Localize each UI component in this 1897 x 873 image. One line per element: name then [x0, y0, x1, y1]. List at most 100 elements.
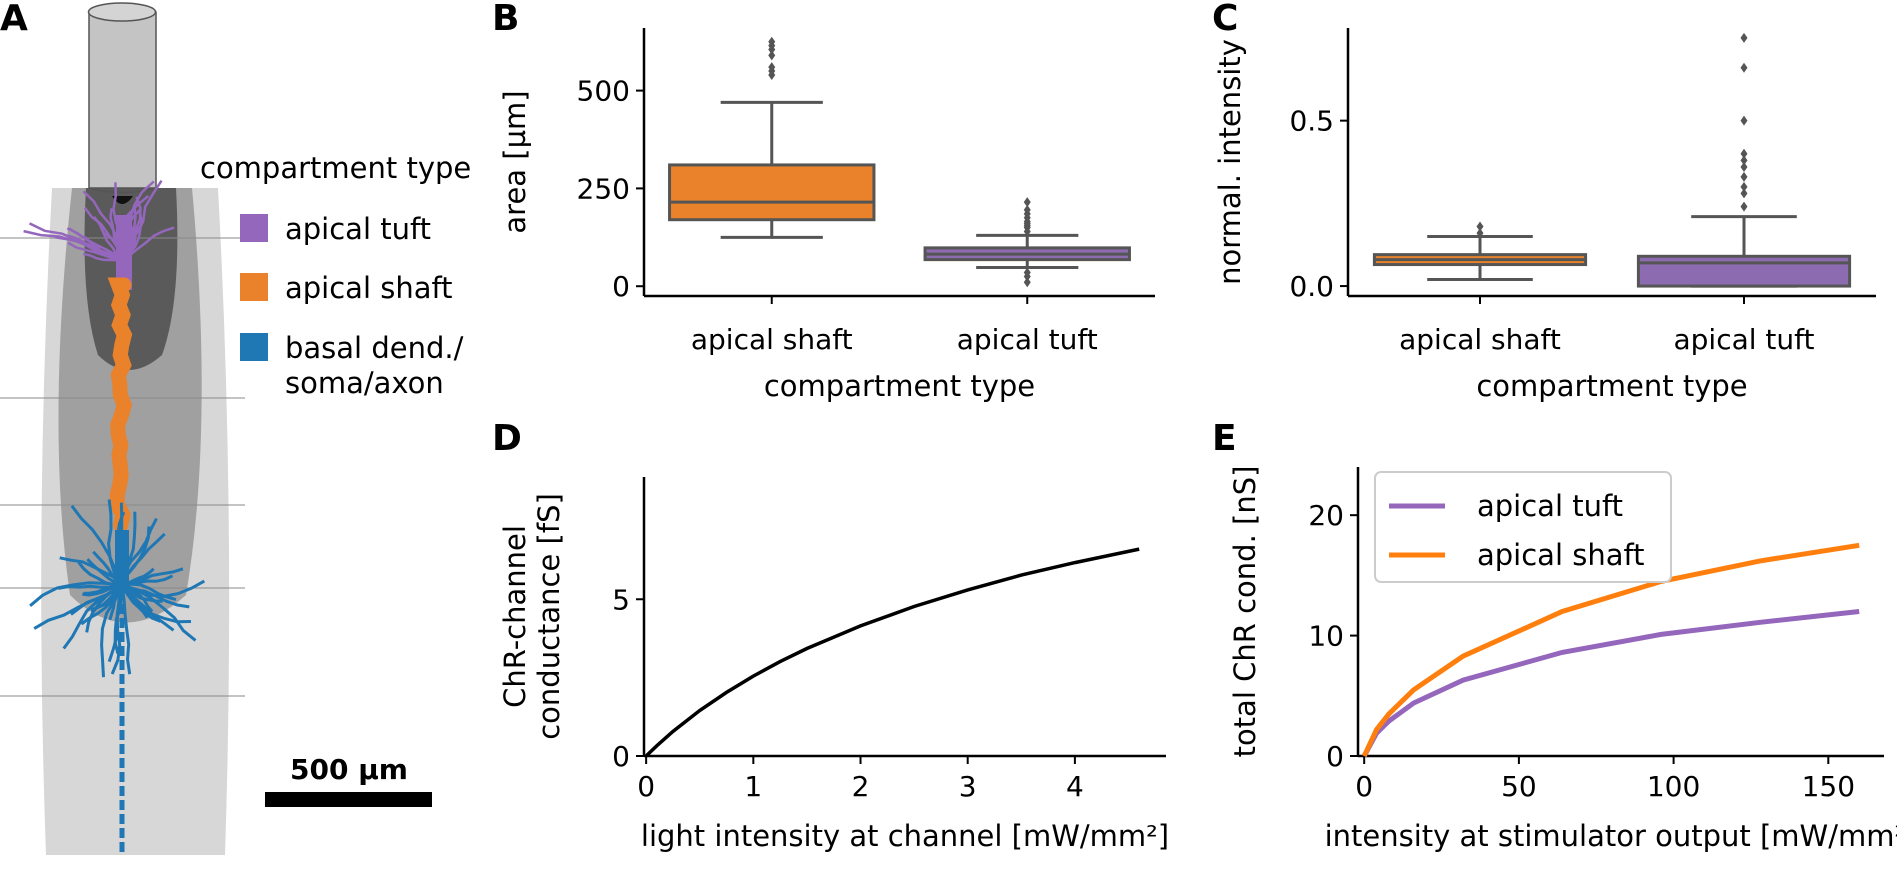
legend-label: apical tuft [1477, 489, 1623, 523]
legend-label: apical shaft [1477, 538, 1645, 572]
panel-letter-d: D [492, 418, 522, 459]
y-tick-label: 10 [1308, 620, 1344, 653]
legend-title: compartment type [200, 151, 471, 185]
box-apical-tuft [923, 197, 1131, 288]
x-tick-label: 1 [744, 770, 762, 803]
flier-point [1740, 155, 1748, 166]
y-axis-label: ChR-channelconductance [fS] [498, 493, 566, 740]
basal-dendrite [121, 567, 184, 587]
legend-label: apical shaft [285, 271, 453, 305]
flier-point [1023, 197, 1031, 208]
series-line-apical-shaft [1361, 542, 1860, 758]
x-axis-label: intensity at stimulator output [mW/mm²] [1325, 819, 1897, 853]
x-tick-label: 3 [959, 770, 977, 803]
basal-dendrite [100, 584, 124, 678]
tuft-branch [67, 234, 125, 264]
legend-swatch [240, 273, 268, 301]
panel-letter-e: E [1212, 418, 1237, 459]
flier-point [768, 36, 776, 47]
panel-e: E 0 10 20 0 50 100 150 intensity at stimulator … [1212, 418, 1897, 853]
x-axis-label: light intensity at channel [mW/mm²] [641, 819, 1169, 853]
flier-point [1740, 181, 1748, 192]
panel-letter-c: C [1212, 0, 1238, 39]
legend-box [1374, 471, 1672, 583]
basal-dendrite [107, 499, 124, 586]
flier-point [1740, 171, 1748, 182]
flier-point [1740, 201, 1748, 212]
optic-fiber [87, 2, 157, 204]
flier-point [1023, 267, 1031, 278]
flier-point [1740, 161, 1748, 172]
box-iqr [668, 163, 876, 222]
basal-dendrite [120, 584, 149, 619]
box-apical-shaft [668, 36, 876, 239]
tuft-branch [54, 236, 125, 264]
x-tick-label: apical tuft [1673, 323, 1814, 356]
basal-dendrite [121, 582, 177, 602]
y-tick-label: 0 [1326, 740, 1344, 773]
neuron-morphology [23, 180, 206, 855]
y-tick-label: 0.5 [1289, 105, 1334, 138]
x-tick-label: 2 [852, 770, 870, 803]
flier-point [1740, 32, 1748, 43]
scale-bar-label: 500 µm [290, 753, 408, 786]
chart-legend: apical tuft apical shaft [1374, 471, 1672, 583]
box-apical-shaft [1372, 221, 1588, 281]
flier-point [1740, 115, 1748, 126]
box-iqr [1636, 254, 1852, 288]
series-line [644, 547, 1140, 758]
x-tick-label: 0 [1355, 770, 1373, 803]
panel-c: C 0.0 0.5 apical shaft apical tuft compartme… [1212, 0, 1876, 403]
flier-point [1740, 62, 1748, 73]
y-axis-label: normal. intensity [1213, 39, 1247, 285]
legend-swatch [240, 214, 268, 242]
x-tick-label: apical tuft [957, 323, 1098, 356]
box-apical-tuft [1636, 32, 1852, 288]
y-tick-label: 5 [612, 583, 630, 616]
x-tick-label: 150 [1802, 770, 1855, 803]
y-axis-label: total ChR cond. [nS] [1228, 466, 1262, 758]
panel-b: B 0 250 500 apical shaft apical tuft compartm… [492, 0, 1155, 403]
y-tick-label: 0.0 [1289, 270, 1334, 303]
flier-point [768, 62, 776, 73]
scale-bar [265, 792, 432, 807]
legend-label: apical tuft [285, 212, 431, 246]
y-axis-label: area [µm] [498, 90, 532, 233]
panel-d: D 0 5 0 1 2 3 4 light intensity at channel [mW/… [492, 418, 1169, 853]
y-tick-label: 500 [577, 75, 630, 108]
basal-dendrite [110, 584, 124, 675]
legend-swatch [240, 333, 268, 361]
x-axis-label: compartment type [764, 369, 1035, 403]
x-tick-label: 50 [1501, 770, 1537, 803]
series-line-apical-tuft [1362, 609, 1860, 758]
x-tick-label: apical shaft [1399, 323, 1561, 356]
apical-shaft [107, 277, 133, 533]
flier-point [1023, 277, 1031, 288]
flier-point [1740, 188, 1748, 199]
tuft-trunk [116, 215, 132, 290]
basal-dendrite [59, 556, 124, 587]
panel-a: A compartment type apical tuft apical sha… [0, 0, 471, 855]
basal-dendrite [85, 583, 123, 633]
x-tick-label: apical shaft [691, 323, 853, 356]
y-tick-label: 0 [612, 270, 630, 303]
flier-point [1476, 221, 1484, 232]
x-axis-label: compartment type [1476, 369, 1747, 403]
y-tick-label: 0 [612, 740, 630, 773]
x-tick-label: 0 [637, 770, 655, 803]
flier-point [1476, 228, 1484, 239]
flier-point [768, 50, 776, 61]
flier-point [1023, 204, 1031, 215]
panel-letter-a: A [0, 0, 28, 39]
flier-point [1740, 148, 1748, 159]
x-tick-label: 4 [1066, 770, 1084, 803]
y-tick-label: 250 [577, 172, 630, 205]
legend-label: basal dend./soma/axon [285, 331, 464, 400]
basal-dendrite [77, 561, 123, 587]
compartment-legend: apical tuft apical shaft basal dend./soma/… [240, 212, 464, 400]
basal-dendrite [120, 583, 163, 603]
panel-letter-b: B [492, 0, 519, 39]
y-tick-label: 20 [1308, 499, 1344, 532]
basal-dendrite [120, 584, 175, 632]
